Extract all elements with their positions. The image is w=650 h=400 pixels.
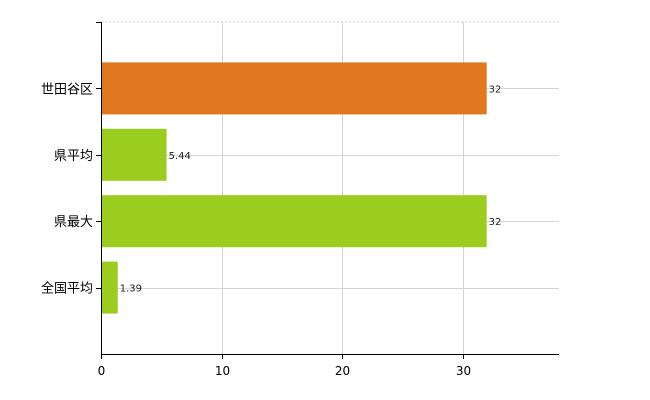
bar-1: [101, 128, 167, 181]
category-label-0: 世田谷区: [41, 82, 93, 97]
data-label-2: 32: [489, 217, 502, 228]
data-label-3: 1.39: [120, 284, 142, 295]
data-label-0: 32: [489, 84, 502, 95]
x-tick-label-2: 20: [335, 364, 350, 378]
bar-0: [101, 62, 487, 115]
data-label-1: 5.44: [169, 151, 191, 162]
bar-3: [101, 261, 118, 314]
category-label-2: 県最大: [54, 215, 93, 230]
x-tick-label-3: 30: [456, 364, 471, 378]
x-tick-label-1: 10: [215, 364, 230, 378]
bar-2: [101, 195, 487, 248]
category-label-1: 県平均: [54, 149, 93, 164]
category-label-3: 全国平均: [41, 281, 93, 297]
x-tick-label-0: 0: [98, 364, 106, 378]
